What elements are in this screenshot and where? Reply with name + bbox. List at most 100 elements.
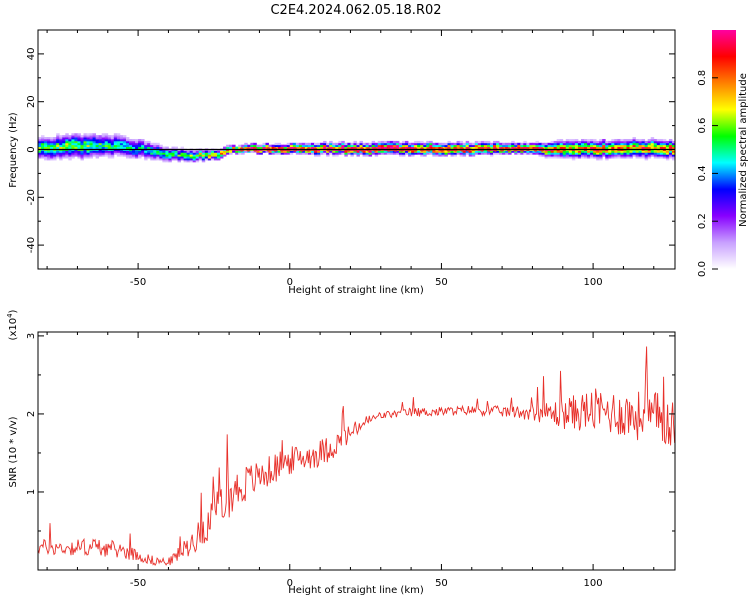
spectrogram-cell [314,152,318,155]
spectrogram-cell [116,154,121,157]
spectrogram-cell [53,142,57,146]
spectrogram-cell [665,156,670,159]
colorbar-tick-label: 0.0 [697,261,708,277]
spectrogram-cell [80,150,84,153]
spectrogram-cell [41,144,45,148]
spectrogram-cell [304,142,309,146]
spectrogram-cell [617,144,621,148]
spectrogram-cell [656,152,661,155]
spectrogram-cell [596,152,600,155]
spectrogram-cell [580,146,585,149]
spectrogram-cell [244,150,248,153]
spectrogram-cell [50,138,54,142]
spectrogram-cell [605,140,609,144]
spectrogram-cell [544,144,548,148]
spectrogram-cell [593,152,597,155]
x-tick-label: -50 [130,277,146,288]
spectrogram-cell [80,140,84,144]
spectrogram-cell [574,152,579,155]
spectrogram-cell [262,146,266,149]
spectrogram-cell [183,154,188,157]
spectrogram-cell [341,140,345,144]
spectrogram-cell [641,138,646,142]
spectrogram-cell [174,156,178,159]
spectrogram-cell [235,146,239,149]
spectrogram-cell [98,144,103,148]
spectrogram-cell [150,150,154,153]
y-tick-label: -40 [26,237,37,253]
spectrogram-cell [553,156,558,159]
spectrogram-cell [180,154,184,157]
spectrogram-cell [505,142,509,146]
spectrogram-cell [668,138,673,142]
spectrogram-cell [671,150,675,153]
spectrogram-cell [304,150,309,153]
spectrogram-cell [529,142,533,146]
spectrogram-cell [593,150,597,153]
spectrogram-cell [362,150,366,153]
spectrogram-cell [62,140,66,144]
spectrogram-cell [238,152,242,155]
spectrogram-cell [532,144,536,148]
spectrogram-cell [477,150,482,153]
spectrogram-cell [132,144,136,148]
spectrogram-cell [411,154,415,157]
spectrogram-cell [56,152,60,155]
spectrogram-cell [590,152,594,155]
spectrogram-cell [444,154,448,157]
spectrogram-cell [574,142,579,146]
spectrogram-cell [41,154,45,157]
spectrogram-cell [362,152,366,155]
spectrogram-cell [550,140,555,144]
spectrogram-cell [611,138,615,142]
spectrogram-cell [268,150,272,153]
spectrogram-cell [596,146,600,149]
spectrogram-cell [56,135,60,138]
spectrogram-cell [89,146,93,149]
spectrogram-cell [144,156,148,159]
spectrogram-cell [56,154,60,157]
spectrogram-cell [92,135,97,138]
spectrogram-cell [532,152,536,155]
spectrogram-cell [277,142,282,146]
spectrogram-cell [650,150,655,153]
spectrogram-cell [326,154,330,157]
spectrogram-cell [356,152,360,155]
spectrogram-cell [277,144,282,148]
spectrogram-cell [150,152,154,155]
spectrogram-cell [611,146,615,149]
spectrogram-cell [617,152,621,155]
spectrogram-cell [559,152,564,155]
spectrogram-cell [241,152,245,155]
spectrogram-cell [353,140,357,144]
spectrogram-cell [665,158,670,161]
spectrogram-cell [395,144,400,148]
spectrogram-cell [435,152,439,155]
spectrogram-cell [608,142,612,146]
spectrogram-cell [141,150,145,153]
spectrogram-cell [638,154,643,157]
spectrogram-cell [556,154,561,157]
spectrogram-cell [593,144,597,148]
spectrogram-cell [44,142,48,146]
spectrogram-cell [435,142,439,146]
spectrogram-cell [590,144,594,148]
spectrogram-cell [68,154,72,157]
spectrogram-cell [362,144,366,148]
spectrogram-cell [502,144,506,148]
spectrogram-cell [320,146,324,149]
spectrogram-cell [141,140,145,144]
spectrogram-cell [268,146,272,149]
spectrogram-cell [426,140,430,144]
spectrogram-cell [599,146,603,149]
spectrogram-cell [441,154,445,157]
spectrogram-cell [502,142,506,146]
spectrogram-cell [623,140,627,144]
spectrogram-cell [599,142,603,146]
spectrogram-cell [183,150,188,153]
spectrogram-cell [132,152,136,155]
spectrogram-cell [62,142,66,146]
y-tick-label: 0 [26,146,37,152]
spectrogram-cell [186,154,191,157]
spectrogram-cell [323,150,327,153]
